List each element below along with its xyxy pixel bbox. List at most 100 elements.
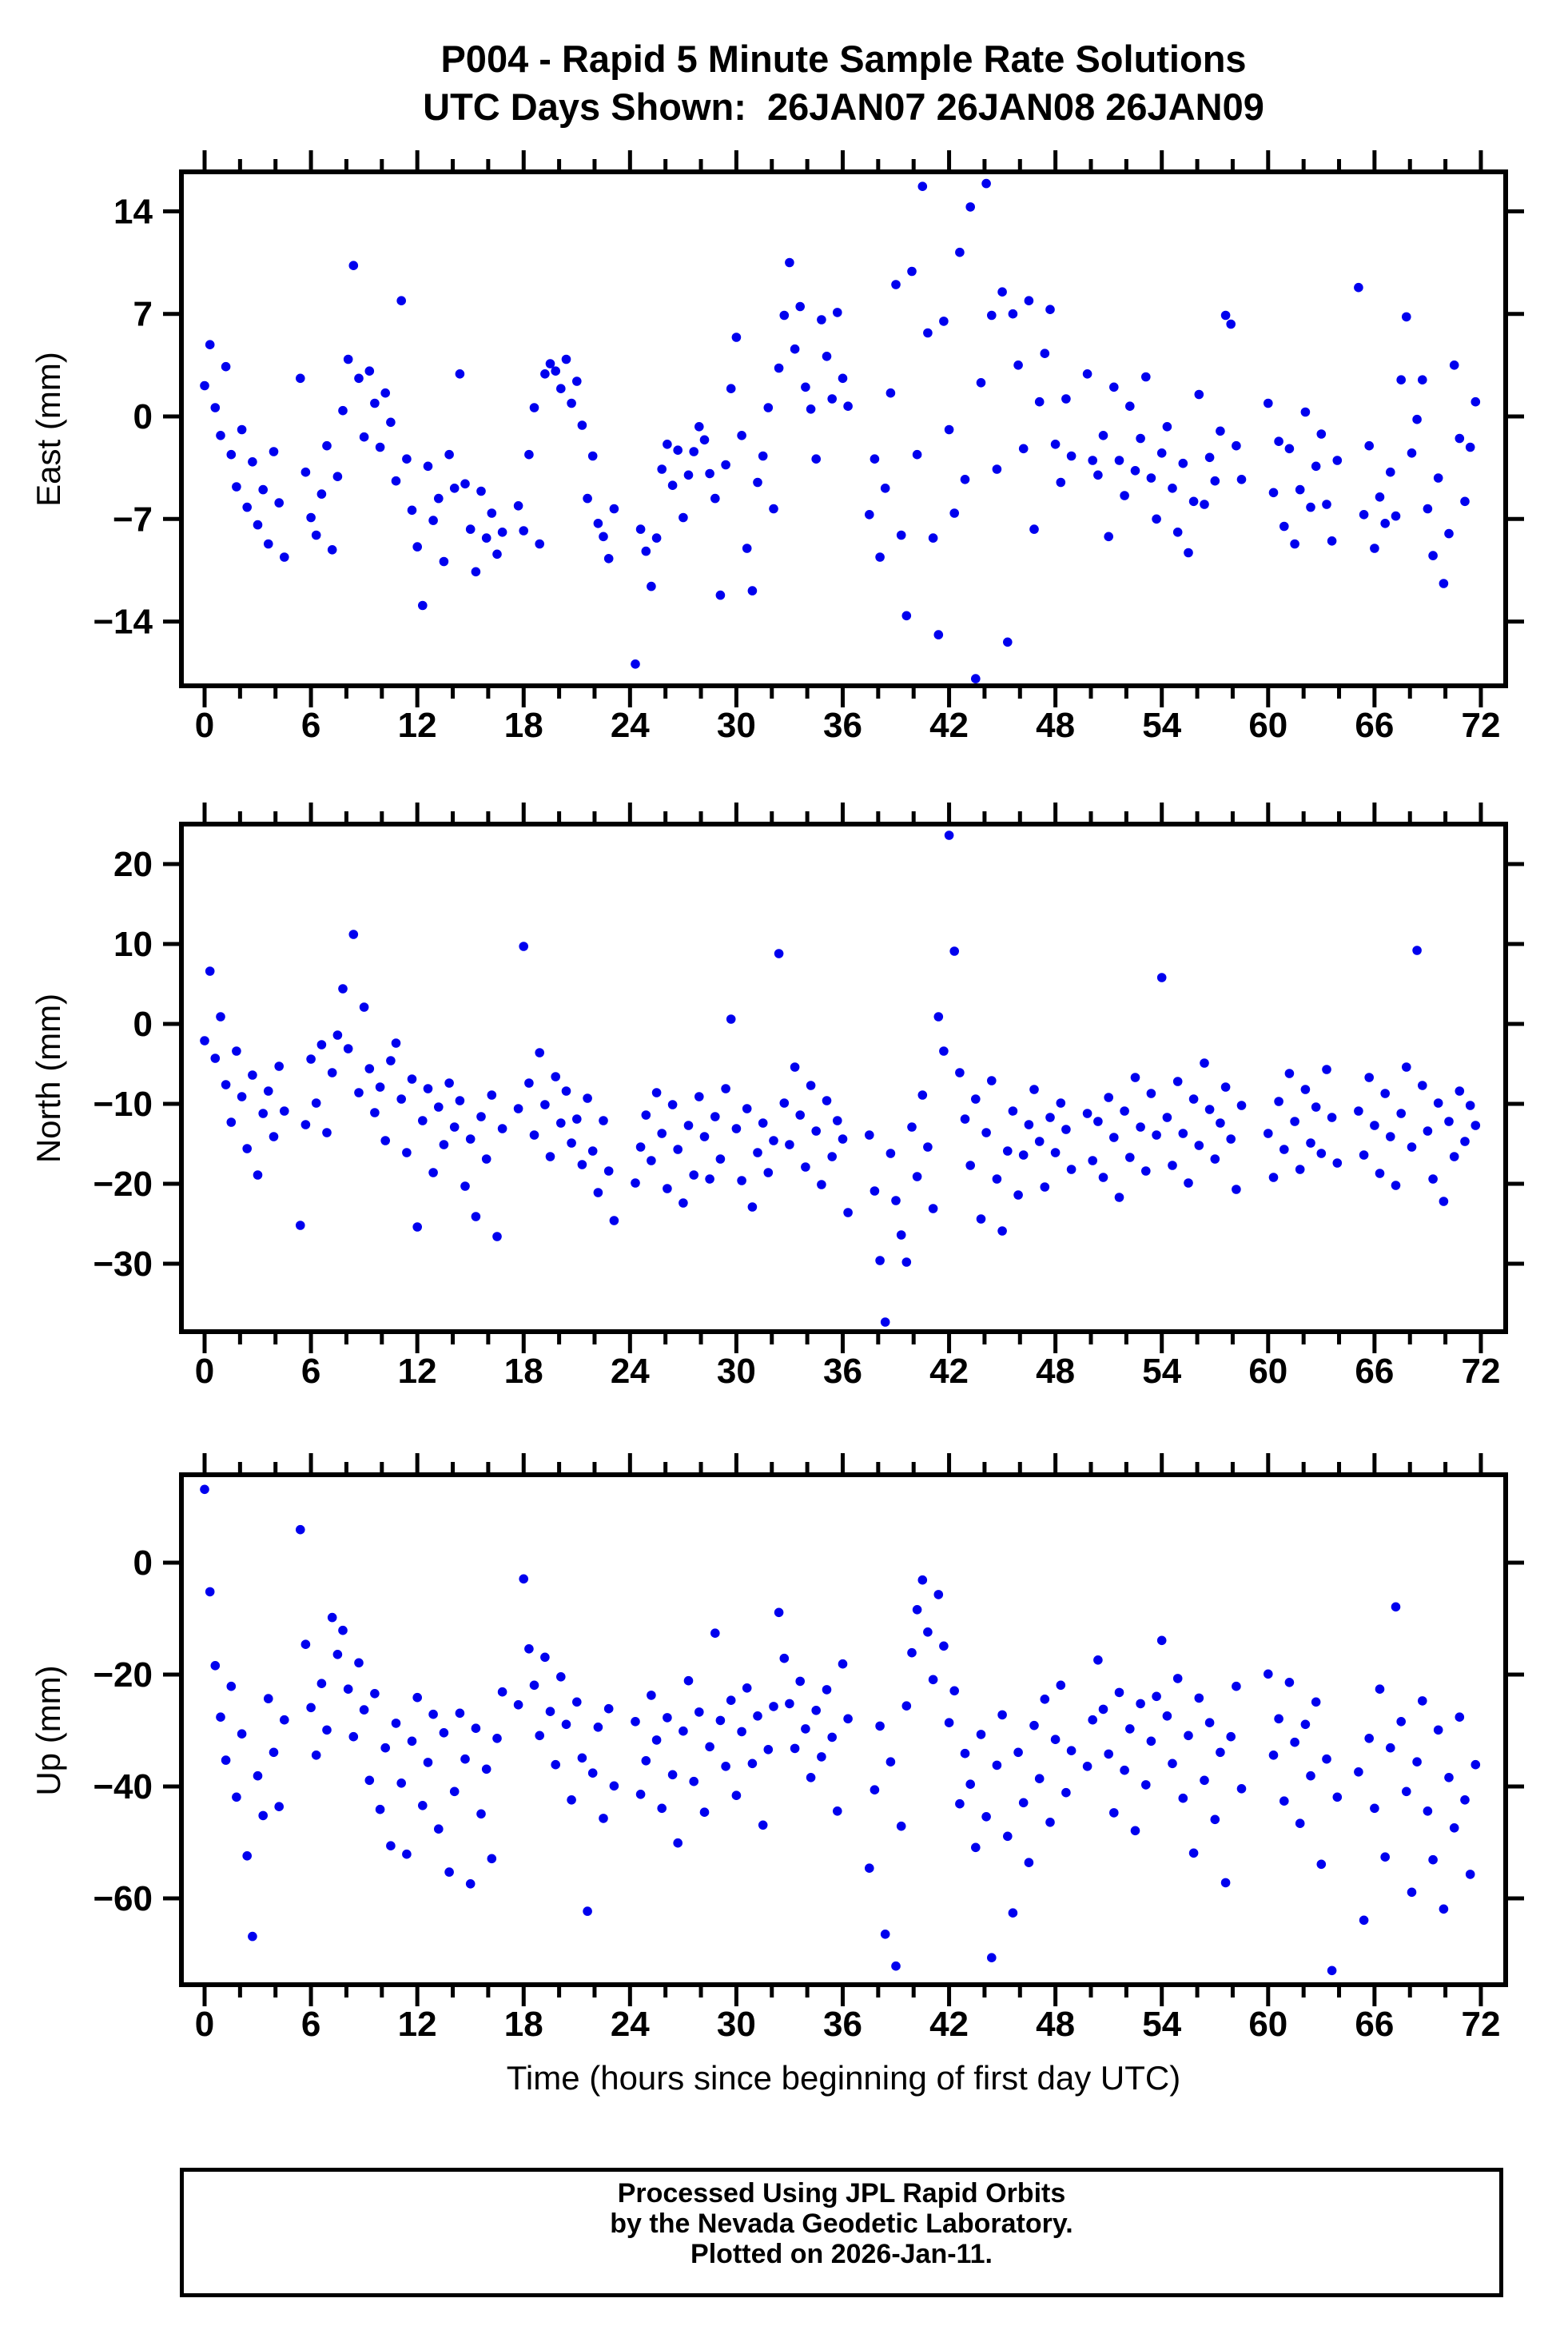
data-point xyxy=(1029,524,1039,534)
data-point xyxy=(965,1779,975,1789)
data-point xyxy=(603,1166,614,1176)
data-point xyxy=(647,581,656,591)
data-point xyxy=(1061,394,1071,404)
data-point xyxy=(1104,532,1113,542)
data-point xyxy=(1018,444,1029,454)
data-point xyxy=(1264,1129,1273,1138)
data-point xyxy=(487,1854,497,1864)
data-point xyxy=(1156,1635,1167,1646)
north-ytick-label: 0 xyxy=(133,1005,153,1044)
data-point xyxy=(1188,1848,1199,1858)
data-point xyxy=(1162,1711,1172,1721)
data-point xyxy=(1146,1736,1156,1747)
data-point xyxy=(1274,1714,1283,1724)
data-point xyxy=(891,1961,901,1971)
data-point xyxy=(1210,1814,1220,1825)
data-point xyxy=(1428,1854,1438,1865)
data-point xyxy=(497,1124,507,1133)
data-point xyxy=(1093,470,1103,480)
data-point xyxy=(444,1867,454,1877)
data-point xyxy=(513,1104,523,1113)
data-point xyxy=(497,1687,507,1697)
data-point xyxy=(1460,496,1470,507)
data-point xyxy=(1322,1754,1331,1764)
data-point xyxy=(997,1226,1007,1236)
data-point xyxy=(1003,1831,1013,1842)
data-point xyxy=(715,1715,726,1726)
data-point xyxy=(1029,1720,1039,1731)
data-point xyxy=(338,984,348,994)
data-point xyxy=(587,1146,598,1156)
data-point xyxy=(1359,1150,1369,1160)
data-point xyxy=(1093,1117,1103,1126)
data-point xyxy=(933,630,944,639)
up-data-points xyxy=(200,1484,1481,1976)
data-point xyxy=(593,1188,603,1197)
north-xtick-label: 54 xyxy=(1142,1352,1181,1391)
data-point xyxy=(354,373,364,384)
data-point xyxy=(1264,1669,1273,1679)
data-point xyxy=(380,388,391,398)
data-point xyxy=(1141,1780,1151,1790)
data-point xyxy=(896,1821,906,1831)
data-point xyxy=(1391,511,1401,521)
data-point xyxy=(1082,1109,1092,1118)
data-point xyxy=(885,1757,896,1766)
data-point xyxy=(343,354,353,364)
data-point xyxy=(316,489,327,499)
data-point xyxy=(1178,458,1188,468)
data-point xyxy=(992,1174,1002,1184)
data-point xyxy=(944,424,954,435)
data-point xyxy=(651,533,662,543)
data-point xyxy=(1109,1133,1119,1142)
data-point xyxy=(545,1707,555,1716)
data-point xyxy=(1050,1148,1061,1157)
data-point xyxy=(375,1082,385,1092)
data-point xyxy=(529,403,539,412)
data-point xyxy=(216,1712,225,1722)
north-xtick-label: 48 xyxy=(1036,1352,1075,1391)
data-point xyxy=(769,504,778,514)
data-point xyxy=(790,344,800,354)
data-point xyxy=(870,1785,880,1794)
data-point xyxy=(912,1605,922,1615)
east-xtick-label: 36 xyxy=(823,706,862,745)
east-frame xyxy=(179,169,1508,688)
data-point xyxy=(811,1706,821,1715)
data-point xyxy=(1232,1681,1241,1691)
data-point xyxy=(907,1122,917,1132)
up-xtick-label: 36 xyxy=(823,2005,862,2044)
data-point xyxy=(300,467,311,477)
north-xtick-label: 60 xyxy=(1248,1352,1287,1391)
data-point xyxy=(1120,491,1129,500)
data-point xyxy=(375,442,385,452)
up-xtick-label: 60 xyxy=(1248,2005,1287,2044)
data-point xyxy=(322,1128,332,1137)
data-point xyxy=(1327,1966,1337,1976)
data-point xyxy=(1013,1747,1023,1758)
data-point xyxy=(1156,448,1167,458)
data-point xyxy=(481,1764,491,1774)
footer-box: Processed Using JPL Rapid Orbits by the … xyxy=(180,2168,1503,2297)
north-xtick-label: 24 xyxy=(611,1352,650,1391)
data-point xyxy=(870,1186,880,1196)
data-point xyxy=(391,1038,401,1048)
data-point xyxy=(439,556,449,567)
data-point xyxy=(1098,431,1108,440)
east-ytick-label: 14 xyxy=(113,192,153,231)
data-point xyxy=(1316,1149,1327,1158)
data-point xyxy=(1332,456,1343,465)
data-point xyxy=(1306,502,1315,512)
data-point xyxy=(843,401,853,411)
data-point xyxy=(997,1710,1007,1720)
data-point xyxy=(758,1820,768,1830)
data-point xyxy=(1024,1858,1034,1867)
data-point xyxy=(694,422,704,432)
up-ytick-label: −60 xyxy=(93,1879,153,1918)
data-point xyxy=(795,1676,805,1687)
data-point xyxy=(481,533,491,543)
data-point xyxy=(444,1078,454,1088)
data-point xyxy=(242,1851,253,1861)
data-point xyxy=(460,1181,470,1191)
